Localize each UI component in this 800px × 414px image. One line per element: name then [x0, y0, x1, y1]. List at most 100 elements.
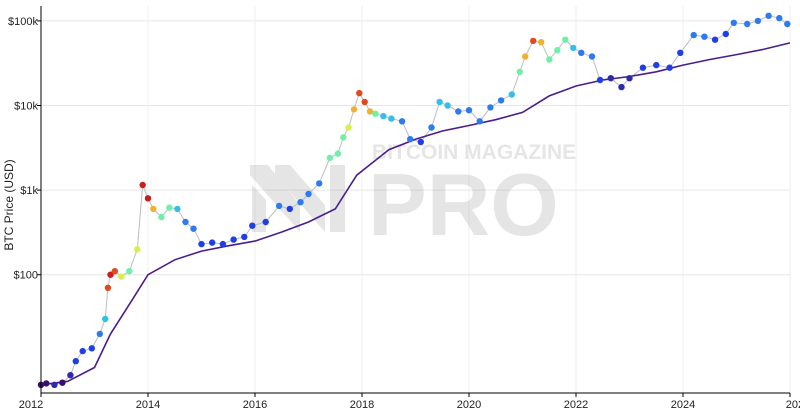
price-point	[158, 213, 165, 221]
price-point	[340, 134, 347, 141]
price-point	[96, 330, 104, 338]
price-point	[126, 268, 133, 275]
price-point	[134, 246, 141, 253]
price-point	[455, 108, 462, 115]
price-point	[249, 222, 256, 229]
x-tick-label: 2022	[564, 399, 588, 411]
price-point	[190, 225, 197, 232]
price-point	[626, 75, 633, 82]
price-point	[326, 154, 334, 162]
price-point	[198, 240, 205, 248]
price-point	[88, 345, 96, 352]
price-point	[262, 218, 269, 226]
price-point	[465, 107, 473, 114]
x-tick-label: 2026	[786, 399, 800, 411]
x-ticks: 2012 2014 2016 2018 2020 2022 2024 2026	[19, 393, 800, 411]
price-point	[51, 381, 58, 388]
price-point	[107, 271, 114, 278]
price-point	[345, 124, 352, 131]
price-point	[476, 118, 483, 125]
x-tick-label: 2020	[457, 399, 481, 411]
price-point	[388, 115, 395, 122]
watermark-line2: PRO	[368, 155, 559, 254]
price-point	[701, 33, 708, 40]
price-point	[578, 49, 585, 56]
y-tick-label: $10k	[14, 101, 38, 113]
price-point	[538, 39, 545, 46]
price-point	[776, 14, 783, 22]
price-point	[516, 68, 523, 76]
y-axis-title: BTC Price (USD)	[2, 159, 16, 250]
price-point	[754, 17, 762, 25]
price-point	[530, 37, 537, 45]
trend-path	[40, 42, 791, 386]
price-point	[79, 347, 86, 355]
price-point	[111, 268, 119, 275]
price-point	[508, 91, 515, 98]
price-point	[334, 150, 342, 157]
price-point	[118, 273, 125, 280]
price-point	[487, 104, 494, 111]
price-point	[436, 98, 443, 106]
price-point	[444, 102, 451, 109]
axes	[40, 6, 790, 394]
price-point	[407, 136, 414, 143]
watermark: BITCOIN MAGAZINE PRO	[250, 141, 576, 254]
price-point	[690, 31, 697, 39]
price-point	[677, 49, 684, 56]
price-point	[546, 56, 553, 63]
price-point	[209, 239, 216, 246]
price-point	[730, 19, 737, 26]
price-point	[144, 195, 152, 202]
price-point	[417, 138, 424, 146]
price-point	[639, 64, 647, 71]
price-point	[102, 315, 109, 323]
price-point	[275, 202, 283, 210]
price-point	[744, 20, 751, 28]
watermark-logo-icon	[250, 165, 345, 232]
trend-line	[40, 42, 791, 386]
y-ticks: $100 $1k $10k $100k	[8, 16, 41, 282]
x-tick-label: 2012	[19, 399, 43, 411]
price-point	[305, 190, 312, 198]
price-point	[182, 218, 189, 226]
price-point	[361, 98, 368, 106]
price-point	[596, 76, 604, 84]
price-point	[554, 47, 561, 54]
price-point	[316, 180, 323, 187]
price-points	[37, 12, 791, 388]
price-point	[241, 233, 248, 241]
price-point	[666, 64, 673, 71]
x-tick-label: 2024	[671, 399, 695, 411]
price-point	[297, 199, 304, 206]
price-point	[59, 379, 66, 386]
price-point	[372, 110, 379, 117]
watermark-line1: BITCOIN MAGAZINE	[372, 141, 576, 164]
y-tick-label: $1k	[20, 185, 38, 197]
x-tick-label: 2018	[350, 399, 374, 411]
price-point	[711, 36, 719, 43]
price-point	[366, 108, 374, 115]
price-point	[150, 205, 157, 213]
price-point	[139, 181, 146, 189]
price-point	[428, 124, 435, 131]
price-point	[398, 118, 406, 125]
price-point	[380, 112, 387, 120]
price-point	[219, 240, 227, 248]
price-point	[286, 205, 293, 213]
price-point	[104, 284, 112, 291]
y-tick-label: $100k	[8, 16, 38, 28]
price-point	[570, 44, 577, 52]
price-point	[166, 204, 173, 211]
price-point	[784, 20, 791, 28]
price-point	[43, 380, 50, 387]
price-point	[562, 36, 569, 43]
price-point	[72, 358, 80, 365]
price-point	[522, 53, 529, 60]
price-point	[230, 236, 237, 243]
price-point	[497, 97, 505, 104]
price-point	[653, 61, 660, 69]
x-tick-label: 2014	[136, 399, 160, 411]
price-point	[607, 75, 614, 82]
